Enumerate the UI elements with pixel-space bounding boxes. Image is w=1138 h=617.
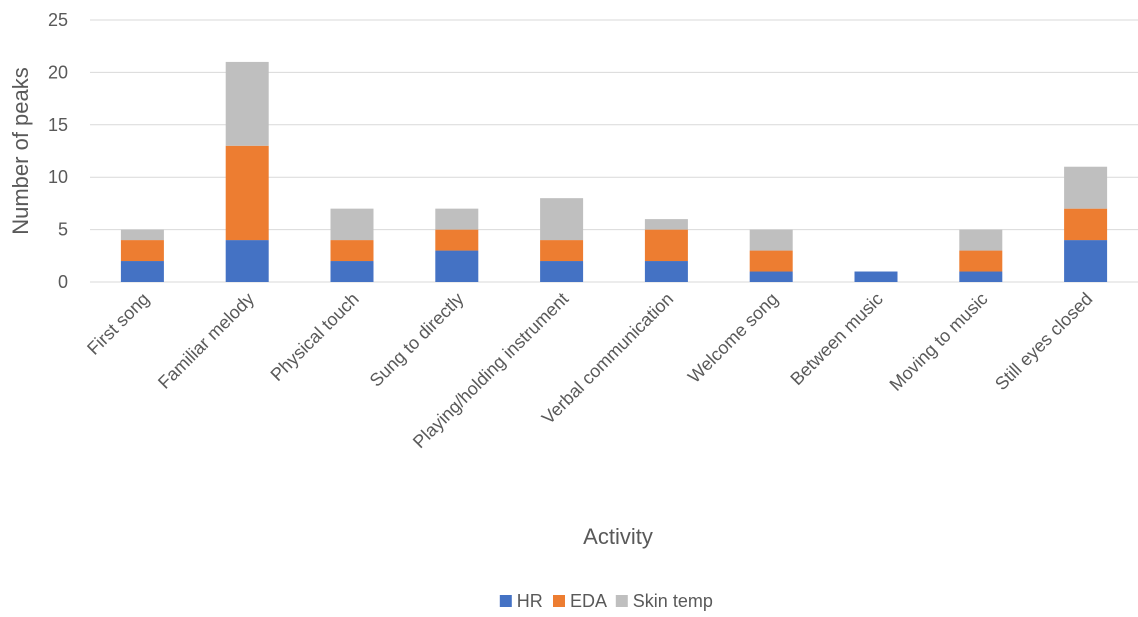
bar-segment (435, 208, 479, 230)
x-tick-label: Welcome song (684, 289, 782, 387)
y-tick-label: 5 (58, 220, 68, 240)
bar-segment (959, 229, 1003, 251)
legend-label: Skin temp (633, 591, 713, 611)
y-tick-label: 10 (48, 167, 68, 187)
x-tick-label: Physical touch (267, 289, 363, 385)
bars (120, 61, 1108, 282)
x-tick-label: Between music (786, 289, 886, 389)
bar-segment (120, 229, 164, 241)
bar-segment (749, 229, 793, 251)
bar-segment (749, 250, 793, 272)
bar-segment (854, 271, 898, 282)
y-axis-ticks: 0 5 10 15 20 25 (48, 10, 68, 292)
x-tick-label: Sung to directly (366, 289, 468, 391)
bar-segment (1064, 240, 1108, 282)
bar-segment (330, 208, 374, 241)
legend-swatch (553, 595, 565, 607)
bar-segment (225, 240, 269, 282)
legend-swatch (499, 595, 512, 607)
y-tick-label: 0 (58, 272, 68, 292)
bar-segment (120, 261, 164, 282)
bar-segment (540, 198, 584, 241)
legend: HR EDA Skin temp (499, 591, 713, 611)
bar-segment (959, 250, 1003, 272)
x-axis-title: Activity (583, 524, 653, 549)
x-tick-label: Moving to music (886, 289, 992, 395)
bar-segment (1064, 166, 1108, 209)
x-tick-label: Familiar melody (154, 289, 258, 393)
bar-segment (225, 145, 269, 241)
x-tick-label: Still eyes closed (991, 289, 1096, 394)
bar-segment (644, 229, 688, 262)
bar-segment (644, 261, 688, 282)
bar-segment (540, 261, 584, 282)
bar-segment (330, 261, 374, 282)
y-tick-label: 15 (48, 115, 68, 135)
legend-label: EDA (570, 591, 607, 611)
bar-segment (120, 240, 164, 262)
bar-segment (540, 240, 584, 262)
y-tick-label: 20 (48, 62, 68, 82)
bar-segment (959, 271, 1003, 282)
x-axis-ticks: First song Familiar melody Physical touch S… (83, 289, 1096, 452)
legend-label: HR (517, 591, 543, 611)
bar-segment (749, 271, 793, 282)
bar-segment (1064, 208, 1108, 241)
bar-segment (435, 229, 479, 251)
bar-segment (435, 250, 479, 282)
y-tick-label: 25 (48, 10, 68, 30)
bar-segment (330, 240, 374, 262)
x-tick-label: First song (83, 289, 153, 359)
legend-swatch (615, 595, 628, 607)
bar-segment (644, 219, 688, 230)
bar-segment (225, 61, 269, 146)
y-axis-title: Number of peaks (8, 67, 33, 235)
